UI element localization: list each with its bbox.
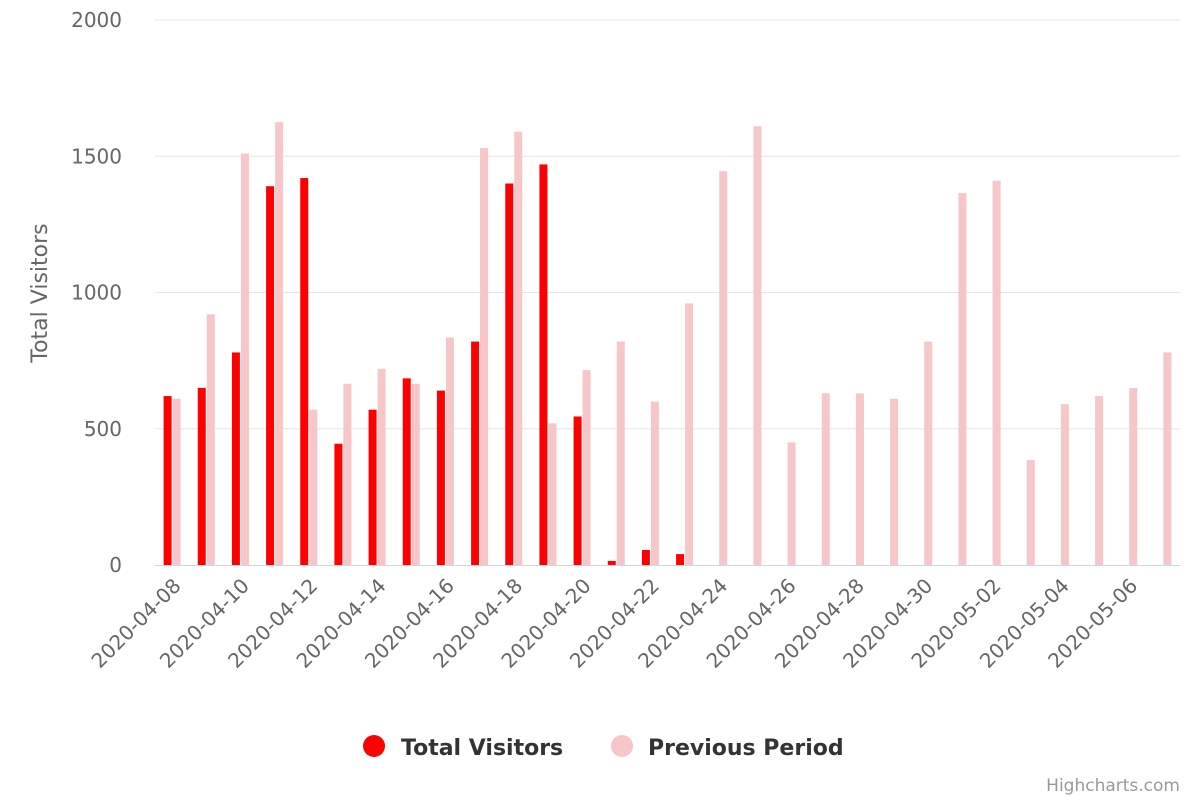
bar-previous-period[interactable] (480, 148, 489, 565)
bar-previous-period[interactable] (855, 393, 864, 565)
bar-total-visitors[interactable] (266, 186, 275, 565)
bar-total-visitors[interactable] (163, 396, 172, 565)
bar-previous-period[interactable] (240, 153, 249, 565)
x-axis-tick-labels: 2020-04-082020-04-102020-04-122020-04-14… (86, 574, 1142, 673)
bar-total-visitors[interactable] (676, 554, 685, 565)
y-tick-label: 0 (109, 553, 122, 577)
legend: Total Visitors Previous Period (363, 735, 844, 761)
legend-label-previous-period: Previous Period (648, 736, 844, 761)
bar-previous-period[interactable] (787, 442, 796, 565)
bar-total-visitors[interactable] (539, 164, 548, 566)
bar-total-visitors[interactable] (334, 443, 343, 565)
y-tick-label: 1000 (71, 281, 122, 305)
legend-marker-total-visitors (363, 735, 385, 757)
bar-previous-period[interactable] (1026, 460, 1035, 565)
legend-label-total-visitors: Total Visitors (401, 736, 563, 761)
bar-previous-period[interactable] (821, 393, 830, 565)
bar-previous-period[interactable] (958, 193, 967, 565)
bar-total-visitors[interactable] (505, 183, 514, 566)
bar-previous-period[interactable] (309, 409, 318, 565)
bar-total-visitors[interactable] (471, 341, 480, 565)
bar-previous-period[interactable] (343, 383, 352, 565)
bar-total-visitors[interactable] (436, 390, 445, 565)
y-tick-label: 1500 (71, 144, 122, 168)
bar-previous-period[interactable] (890, 398, 899, 565)
bar-previous-period[interactable] (206, 314, 215, 565)
bar-previous-period[interactable] (1129, 387, 1138, 565)
bar-total-visitors[interactable] (300, 178, 309, 566)
bar-previous-period[interactable] (514, 131, 523, 565)
bar-previous-period[interactable] (1163, 352, 1172, 565)
legend-marker-previous-period (611, 735, 633, 757)
bar-previous-period[interactable] (1095, 396, 1104, 565)
y-tick-label: 2000 (71, 8, 122, 32)
bar-previous-period[interactable] (172, 398, 181, 565)
bar-previous-period[interactable] (992, 180, 1001, 565)
bar-previous-period[interactable] (411, 383, 420, 565)
bar-previous-period[interactable] (924, 341, 933, 565)
credits-link[interactable]: Highcharts.com (1046, 776, 1180, 796)
bar-previous-period[interactable] (719, 171, 728, 566)
legend-item-total-visitors[interactable]: Total Visitors (363, 735, 563, 761)
bar-previous-period[interactable] (650, 401, 659, 566)
bar-previous-period[interactable] (582, 370, 591, 565)
bar-total-visitors[interactable] (402, 378, 411, 565)
bar-total-visitors[interactable] (197, 387, 206, 565)
y-axis-tick-labels: 0 500 1000 1500 2000 (71, 8, 122, 577)
bar-previous-period[interactable] (548, 423, 557, 565)
bar-previous-period[interactable] (1060, 404, 1069, 565)
y-axis-title: Total Visitors (28, 223, 53, 363)
y-tick-label: 500 (84, 417, 122, 441)
bar-total-visitors[interactable] (641, 550, 650, 565)
legend-item-previous-period[interactable]: Previous Period (611, 735, 844, 761)
bar-previous-period[interactable] (753, 126, 762, 566)
bars (163, 122, 1172, 566)
bar-total-visitors[interactable] (368, 409, 377, 565)
bar-previous-period[interactable] (445, 337, 454, 565)
bar-total-visitors[interactable] (607, 560, 616, 565)
bar-total-visitors[interactable] (573, 416, 582, 565)
bar-previous-period[interactable] (685, 303, 694, 565)
bar-total-visitors[interactable] (231, 352, 240, 565)
bar-previous-period[interactable] (377, 368, 386, 565)
gridlines (155, 19, 1180, 430)
bar-previous-period[interactable] (616, 341, 625, 565)
bar-previous-period[interactable] (275, 122, 284, 565)
